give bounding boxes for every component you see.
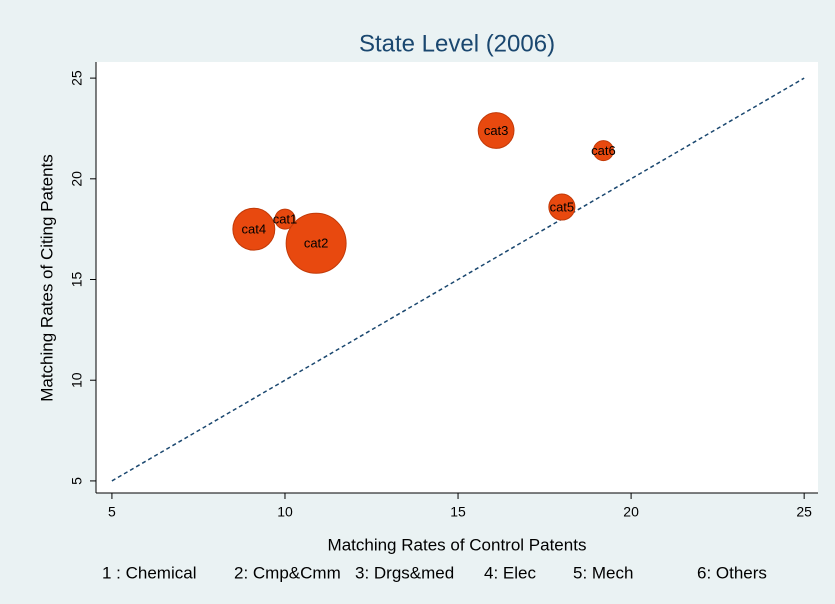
y-axis-title: Matching Rates of Citing Patents [37, 154, 56, 402]
bubble [548, 193, 576, 221]
reference-line [111, 77, 805, 482]
bubble-label: cat5 [550, 199, 575, 214]
y-tick-label: 15 [69, 272, 85, 288]
chart-title: State Level (2006) [359, 30, 555, 57]
bubble-label: cat3 [484, 123, 509, 138]
x-tick-label: 25 [796, 504, 812, 520]
x-tick-label: 20 [623, 504, 639, 520]
note-item: 1 : Chemical [102, 563, 196, 582]
bubble [477, 112, 515, 149]
y-tick-label: 5 [69, 477, 85, 485]
y-tick-label: 25 [69, 70, 85, 86]
y-tick-label: 20 [69, 171, 85, 187]
x-tick-label: 10 [277, 504, 293, 520]
plot-area [96, 62, 818, 493]
bubble-label: cat4 [242, 222, 267, 237]
note-item: 4: Elec [484, 563, 536, 582]
bubble [285, 212, 347, 274]
bubble-label: cat2 [304, 236, 329, 251]
bubble [592, 140, 614, 162]
bubble [232, 207, 276, 251]
note-item: 6: Others [697, 563, 767, 582]
x-tick-label: 5 [108, 504, 116, 520]
bubble-label: cat6 [591, 143, 616, 158]
x-tick-label: 15 [450, 504, 466, 520]
bubble [274, 208, 296, 230]
note-item: 3: Drgs&med [355, 563, 454, 582]
note-item: 5: Mech [573, 563, 633, 582]
bubble-label: cat1 [273, 212, 298, 227]
x-axis-title: Matching Rates of Control Patents [328, 535, 587, 554]
note-item: 2: Cmp&Cmm [234, 563, 341, 582]
y-tick-label: 10 [69, 372, 85, 388]
